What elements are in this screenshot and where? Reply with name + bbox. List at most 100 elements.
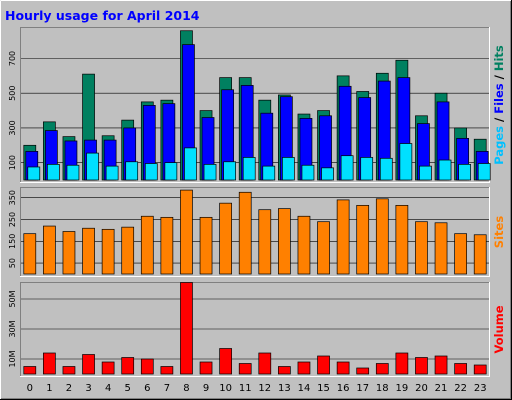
bar-volume [101,361,115,375]
x-tick-label: 11 [239,383,252,394]
y-tick-label: 30M [8,320,17,337]
x-tick-label: 22 [454,383,467,394]
y-tick-label: 250 [8,212,17,227]
bar-volume [62,366,76,375]
bar-pages [242,157,256,181]
bar-sites [101,228,115,275]
bar-volume [199,361,213,375]
bar-pages [105,165,119,181]
bar-sites [454,233,467,275]
bar-pages [340,155,354,181]
bar-sites [415,221,428,275]
y-tick-label: 350 [8,190,17,205]
series-sites [23,189,487,275]
y-tick-label: 500 [8,86,17,101]
x-tick-label: 3 [85,383,91,394]
bar-sites [356,204,370,275]
bar-volume [278,366,291,375]
x-tick-label: 14 [298,383,311,394]
bar-sites [238,191,252,275]
bar-volume [219,348,232,375]
bar-volume [415,357,428,375]
bar-sites [219,202,232,275]
bar-volume [258,352,272,375]
x-tick-label: 17 [356,383,369,394]
x-tick-label: 20 [415,383,428,394]
bar-pages [458,164,471,181]
bar-sites [62,231,76,275]
x-tick-label: 12 [258,383,271,394]
bar-volume [121,357,135,375]
y-tick-label: 150 [8,234,17,249]
bar-pages [282,157,295,181]
bar-volume [375,363,389,375]
y-tick-label: 10M [8,350,17,367]
panel-frame [20,187,490,277]
bar-pages [66,164,80,181]
series-pages [27,143,491,181]
bar-sites [180,189,193,275]
bar-sites [258,209,272,275]
x-tick-label: 7 [164,383,170,394]
y-axis-label-part: Files [492,83,506,114]
y-tick-label: 700 [8,51,17,66]
bar-pages [125,161,139,181]
bar-sites [160,216,174,275]
bar-sites [121,226,135,275]
series-volume [23,282,487,375]
bar-volume [238,363,252,375]
bar-sites [199,216,213,275]
bar-sites [82,227,95,275]
bar-sites [43,225,56,275]
bar-volume [473,364,487,375]
bar-pages [379,157,393,181]
x-tick-label: 23 [474,383,487,394]
bar-sites [23,233,37,275]
bar-pages [27,166,41,181]
chart-panels: 100 300 500 700 Pages / Files / Hits 50 150 250… [8,27,506,377]
y-axis-label-part: Hits [492,45,506,71]
x-tick-label: 5 [125,383,131,394]
bar-volume [356,367,370,375]
x-tick-label: 2 [66,383,72,394]
bar-sites [140,215,154,275]
y-tick-label: 50M [8,290,17,307]
bar-pages [47,164,60,181]
x-tick-label: 1 [46,383,52,394]
chart-title: Hourly usage for April 2014 [5,8,200,23]
y-axis-label: Sites [492,216,506,249]
bar-pages [144,163,158,181]
y-axis-label-part: / [492,71,506,83]
bar-pages [164,162,178,181]
bar-pages [438,159,452,181]
y-axis-label-part: Volume [492,305,506,353]
x-tick-label: 10 [219,383,232,394]
x-tick-label: 4 [105,383,111,394]
x-tick-label: 19 [396,383,409,394]
x-tick-label: 15 [317,383,330,394]
bar-volume [395,352,409,375]
bar-sites [336,199,350,275]
y-tick-label: 100 [8,155,17,170]
bar-pages [86,152,99,181]
bar-sites [375,198,389,275]
y-axis-label: Volume [492,305,506,353]
bar-sites [317,221,330,275]
bar-volume [434,355,448,375]
x-tick-label: 21 [435,383,448,394]
y-tick-label: 50 [8,258,17,268]
y-axis-label-part: Sites [492,216,506,249]
x-tick-label: 8 [183,383,189,394]
bar-volume [297,361,311,375]
bar-sites [297,215,311,275]
panel-pages-files-hits: 100 300 500 700 Pages / Files / Hits [8,27,506,183]
y-axis-label-part: Pages [492,126,506,165]
bar-pages [203,164,217,181]
panel-sites: 50 150 250 350 Sites [8,187,506,277]
bar-pages [321,167,334,181]
bar-volume [454,363,467,375]
x-tick-label: 16 [337,383,350,394]
bar-pages [360,157,374,181]
bar-volume [140,358,154,375]
